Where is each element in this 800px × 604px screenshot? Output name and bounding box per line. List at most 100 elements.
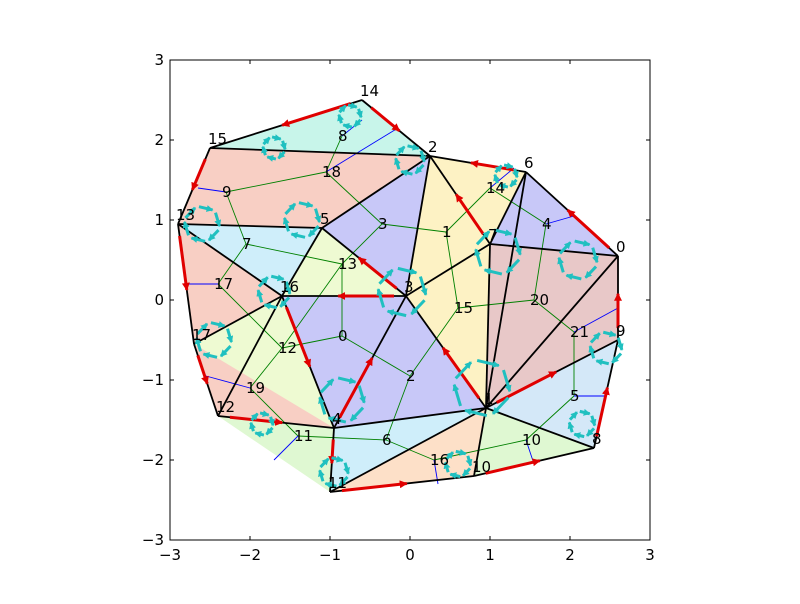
cycle-12-arrow-5 (357, 385, 366, 404)
halfedge-4-3 (338, 357, 374, 419)
cycles-layer (182, 102, 624, 489)
dual-edge-13-7 (245, 243, 343, 265)
cycle-9-arrow-5 (418, 276, 428, 296)
cycle-5-arrow-3 (494, 164, 503, 174)
cycle-15-arrow-1 (254, 430, 265, 438)
cycle-11-arrow-4 (210, 321, 226, 328)
cycle-2-arrow-4 (407, 143, 420, 151)
cycle-17-arrow-5 (465, 455, 473, 467)
cycle-5-arrow-4 (503, 162, 514, 170)
cycle-10-arrow-0 (611, 352, 623, 364)
dual-boundary-edge-9 (197, 187, 227, 193)
dual-node-label-10: 10 (522, 431, 541, 449)
vertex-label-9: 9 (616, 322, 626, 340)
dual-boundary-edge-21 (573, 307, 619, 333)
cycle-9-arrow-1 (386, 309, 407, 318)
cycle-15-arrow-4 (259, 410, 270, 418)
cycle-0-arrow-5 (356, 108, 363, 119)
cycle-16-arrow-4 (331, 455, 344, 463)
cycle-4-arrow-1 (190, 236, 206, 243)
cycle-8-arrow-4 (270, 274, 285, 282)
cycle-6-arrow-2 (474, 248, 483, 267)
edge-5-2 (321, 155, 431, 229)
face-2 (322, 156, 430, 296)
x-tick-label-3: 0 (405, 546, 415, 564)
cycle-14-arrow-4 (579, 408, 591, 416)
dual-node-label-1: 1 (442, 223, 452, 241)
dual-node-label-18: 18 (322, 163, 341, 181)
halfedge-10-8 (485, 458, 541, 475)
dual-node-label-4: 4 (542, 215, 552, 233)
cycle-10-arrow-5 (616, 337, 624, 351)
dual-edge-2-15 (409, 307, 459, 377)
y-tick-label-4: 1 (154, 211, 164, 229)
halfedge-14-2 (370, 106, 401, 132)
dual-node-label-14: 14 (486, 179, 505, 197)
cycle-15-arrow-0 (265, 426, 274, 436)
dual-node-label-8: 8 (338, 127, 348, 145)
dual-node-label-21: 21 (570, 323, 589, 341)
cycle-3-arrow-1 (290, 232, 306, 239)
edge-0-7 (489, 243, 619, 257)
cycle-15-arrow-3 (250, 412, 259, 422)
y-tick-label-6: 3 (154, 51, 164, 69)
dual-node-label-6: 6 (382, 431, 392, 449)
dual-edge-15-20 (457, 299, 535, 309)
edge-1-11 (329, 407, 487, 493)
cycle-0-arrow-1 (342, 122, 353, 130)
dual-edge-17-12 (217, 283, 283, 349)
cycle-17-arrow-0 (461, 467, 472, 477)
dual-boundary-edge-14 (489, 167, 515, 189)
vertex-label-4: 4 (332, 410, 342, 428)
halfedge-7-2 (455, 193, 485, 235)
cycle-1-arrow-0 (277, 150, 286, 160)
vertex-label-6: 6 (524, 154, 534, 172)
cycle-7-arrow-4 (574, 239, 591, 247)
edge-4-1 (333, 407, 487, 429)
cycle-3-arrow-0 (307, 225, 320, 238)
cycle-12-arrow-3 (319, 378, 335, 394)
dual-boundary-edge-18 (325, 127, 399, 173)
x-tick-label-2: −1 (319, 546, 341, 564)
cycle-5-arrow-1 (498, 182, 509, 190)
cycle-17-arrow-4 (455, 448, 467, 456)
vertex-label-14: 14 (360, 82, 379, 100)
dual-node-label-11: 11 (294, 427, 313, 445)
cycle-4-arrow-3 (184, 206, 197, 219)
vertex-label-0: 0 (616, 238, 626, 256)
cycle-11-arrow-1 (202, 352, 218, 359)
dual-edge-18-9 (225, 171, 327, 193)
face-3 (406, 156, 490, 296)
vertex-label-11: 11 (328, 474, 347, 492)
cycle-11-arrow-0 (219, 345, 232, 358)
dual-node-label-7: 7 (242, 235, 252, 253)
dual-node-label-12: 12 (278, 339, 297, 357)
dual-edge-14-4 (489, 187, 547, 225)
cycle-0-arrow-4 (347, 102, 358, 110)
face-19 (194, 344, 334, 428)
cycle-1-arrow-4 (271, 134, 282, 142)
cycle-6-arrow-5 (513, 237, 522, 256)
cycle-6-arrow-4 (493, 228, 513, 237)
cycle-10-arrow-3 (589, 332, 601, 344)
dual-node-label-20: 20 (530, 291, 549, 309)
cycle-16-arrow-0 (338, 475, 349, 487)
cycle-2-arrow-3 (395, 145, 406, 157)
cycle-10-arrow-1 (595, 358, 610, 366)
cycle-2-arrow-2 (394, 157, 401, 170)
dual-node-label-19: 19 (246, 379, 265, 397)
cycle-9-arrow-4 (397, 266, 418, 275)
cycle-3-arrow-5 (314, 208, 322, 224)
cycle-13-arrow-0 (491, 396, 510, 415)
edge-15-2 (209, 147, 431, 157)
vertex-label-15: 15 (208, 130, 227, 148)
edge-6-7 (489, 171, 527, 245)
cycle-0-arrow-0 (353, 118, 362, 128)
dual-boundary-edge-11 (273, 435, 299, 461)
x-tick-label-4: 1 (485, 546, 495, 564)
cycle-14-arrow-2 (567, 421, 575, 433)
dual-edge-19-12 (249, 347, 283, 389)
halfedge-16-4 (285, 306, 312, 368)
y-tick-label-2: −1 (142, 371, 164, 389)
